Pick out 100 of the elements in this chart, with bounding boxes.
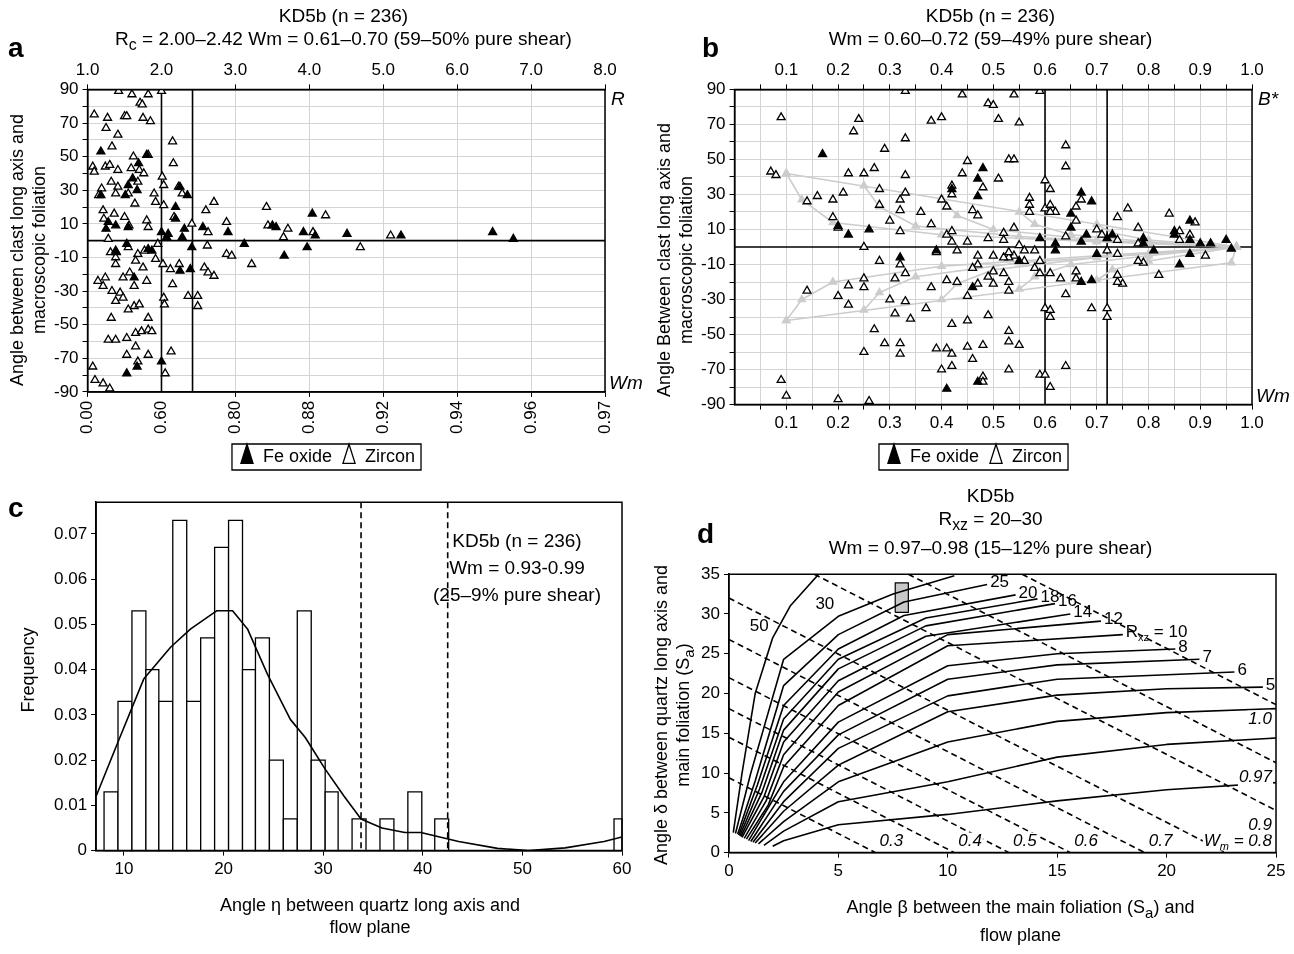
- y-tick-label: 30: [700, 603, 720, 623]
- y-tick-label: -70: [53, 347, 79, 367]
- y-tick-label: 90: [706, 79, 726, 99]
- x-tick-label: 60: [612, 859, 632, 879]
- x-tick-label: 10: [114, 859, 134, 879]
- y-tick-label: 10: [59, 213, 79, 233]
- x2-tick-label: 1.0: [75, 59, 100, 79]
- series-label: 20: [1018, 582, 1038, 602]
- x-tick-label: 0.60: [151, 400, 171, 435]
- x2-tick-label: 0.8: [1136, 59, 1161, 79]
- y-tick-label: -10: [700, 254, 726, 274]
- x2-tick-label: 0.7: [1084, 59, 1109, 79]
- legend-label: Fe oxide: [909, 445, 980, 466]
- y-axis-title: Angle Between clast long axis and macroscopic foliation: [653, 121, 697, 400]
- x2-axis-title: R: [611, 87, 625, 109]
- chart-title: KD5b (n = 236): [924, 4, 1057, 27]
- x2-tick-label: 0.4: [929, 59, 954, 79]
- legend-label: Zircon: [1012, 445, 1063, 466]
- y-tick-label: 0.06: [53, 568, 88, 588]
- series-label: 0.97: [1238, 767, 1273, 787]
- x2-tick-label: 0.9: [1188, 59, 1213, 79]
- y-tick-label: 70: [706, 114, 726, 134]
- x-tick-label: 0.00: [77, 400, 97, 435]
- y-tick-label: 0.05: [53, 614, 88, 634]
- x-axis-title: Angle η between quartz long axis and flow plane: [218, 894, 522, 938]
- y-tick-label: 0: [77, 840, 88, 860]
- series-label: 7: [1202, 647, 1212, 666]
- x-tick-label: 25: [1266, 861, 1286, 881]
- y-axis-title: Frequency: [17, 627, 39, 713]
- y-tick-label: 5: [710, 802, 720, 822]
- x2-tick-label: 7.0: [519, 59, 543, 79]
- y-tick-label: 50: [706, 149, 726, 169]
- x2-tick-label: 1.0: [1240, 59, 1264, 79]
- series-label: 0.3: [879, 831, 904, 851]
- x-tick-label: 15: [1047, 861, 1067, 881]
- x2-tick-label: 0.1: [774, 59, 799, 79]
- x-tick-label: 0.5: [981, 413, 1006, 433]
- x2-tick-label: 0.5: [981, 59, 1006, 79]
- y-tick-label: -70: [700, 359, 726, 379]
- x-tick-label: 40: [413, 859, 433, 879]
- series-label: 5: [1265, 674, 1276, 694]
- y-tick-label: 15: [700, 722, 720, 742]
- x-tick-label: 20: [1157, 861, 1177, 881]
- x-tick-label: 10: [938, 861, 958, 881]
- x2-tick-label: 8.0: [593, 59, 617, 79]
- y-tick-label: 0.07: [53, 523, 88, 543]
- x-tick-label: 0.80: [225, 400, 245, 435]
- series-label: 1.0: [1248, 709, 1273, 729]
- chart-subtitle: Wm = 0.60–0.72 (59–49% pure shear): [828, 28, 1153, 49]
- y-tick-label: -90: [53, 381, 79, 401]
- x-tick-label: 0.94: [446, 400, 466, 435]
- x2-tick-label: 3.0: [223, 59, 248, 79]
- x-tick-label: 0.4: [929, 413, 954, 433]
- x-tick-label: 0.92: [372, 400, 392, 435]
- x-tick-label: 0.8: [1136, 413, 1161, 433]
- legend-label: Zircon: [365, 445, 416, 466]
- series-label: 30: [815, 594, 835, 614]
- chart-title: KD5b: [965, 484, 1016, 507]
- text: b: [702, 32, 720, 64]
- x-tick-label: 1.0: [1240, 413, 1264, 433]
- y-tick-label: 30: [706, 184, 726, 204]
- text: Wm = 0.97–0.98 (15–12% pure shear): [828, 536, 1153, 558]
- y-tick-label: 30: [59, 179, 79, 199]
- x-tick-label: 20: [214, 859, 234, 879]
- x2-tick-label: 0.2: [826, 59, 850, 79]
- x2-axis-title: B*: [1258, 87, 1279, 109]
- x-axis-title: Wm: [1256, 384, 1290, 406]
- x-tick-label: 0.88: [299, 400, 319, 435]
- series-label: 0.9: [1248, 815, 1273, 835]
- x-tick-label: 0.6: [1033, 413, 1057, 433]
- x2-tick-label: 5.0: [371, 59, 396, 79]
- x-tick-label: 0.97: [594, 400, 614, 435]
- y-tick-label: 10: [706, 219, 726, 239]
- x2-tick-label: 2.0: [149, 59, 174, 79]
- y-tick-label: 20: [700, 683, 720, 703]
- x-tick-label: 30: [313, 859, 333, 879]
- y-tick-label: 0.04: [53, 659, 88, 679]
- series-label: 0.5: [1013, 831, 1038, 851]
- y-tick-label: 10: [700, 762, 720, 782]
- series-label: 0.4: [958, 831, 982, 851]
- y-tick-label: 70: [59, 112, 79, 132]
- y-tick-label: 90: [59, 79, 79, 99]
- series-label: 50: [749, 615, 769, 635]
- series-label: 0.7: [1148, 831, 1173, 851]
- y-tick-label: -10: [53, 247, 79, 267]
- text: d: [697, 518, 715, 550]
- x-tick-label: 0.2: [826, 413, 850, 433]
- text: c: [8, 492, 24, 524]
- y-tick-label: 0.01: [53, 795, 88, 815]
- chart-subtitle: R$_{c}$ = 2.00–2.42 Wm = 0.61–0.70 (59–50% pure shear): [114, 27, 573, 55]
- x-tick-label: 5: [833, 861, 844, 881]
- y-tick-label: 0.03: [53, 704, 88, 724]
- y-tick-label: -90: [700, 394, 726, 414]
- y-tick-label: -50: [53, 314, 79, 334]
- x-tick-label: 0.7: [1084, 413, 1109, 433]
- x-tick-label: 0.9: [1188, 413, 1213, 433]
- x-axis-title: Wm: [609, 372, 643, 394]
- x-tick-label: 0.3: [877, 413, 902, 433]
- y-tick-label: -50: [700, 324, 726, 344]
- y-tick-label: 35: [700, 563, 720, 583]
